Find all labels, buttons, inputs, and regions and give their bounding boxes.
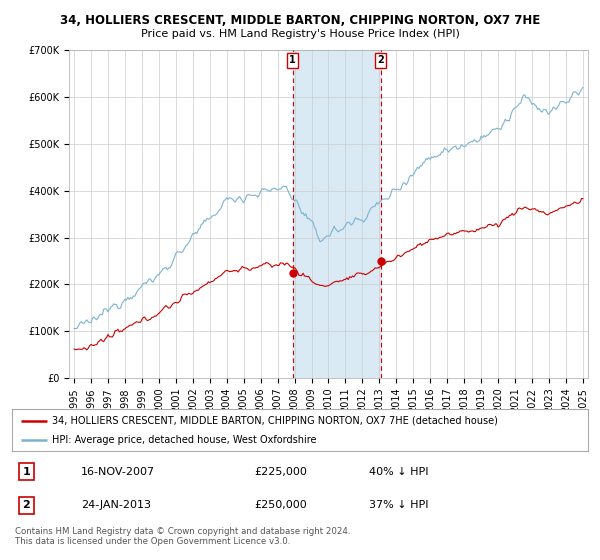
Text: £225,000: £225,000 (254, 467, 307, 477)
Text: 1: 1 (23, 467, 30, 477)
Text: 40% ↓ HPI: 40% ↓ HPI (369, 467, 428, 477)
Text: 24-JAN-2013: 24-JAN-2013 (81, 501, 151, 510)
Text: HPI: Average price, detached house, West Oxfordshire: HPI: Average price, detached house, West… (52, 435, 317, 445)
Text: 34, HOLLIERS CRESCENT, MIDDLE BARTON, CHIPPING NORTON, OX7 7HE (detached house): 34, HOLLIERS CRESCENT, MIDDLE BARTON, CH… (52, 416, 498, 426)
Text: £250,000: £250,000 (254, 501, 307, 510)
Text: 37% ↓ HPI: 37% ↓ HPI (369, 501, 428, 510)
Text: Price paid vs. HM Land Registry's House Price Index (HPI): Price paid vs. HM Land Registry's House … (140, 29, 460, 39)
Bar (293, 50, 380, 378)
Text: 2: 2 (23, 501, 30, 510)
Text: 2: 2 (377, 55, 384, 66)
Text: 1: 1 (289, 55, 296, 66)
Text: 16-NOV-2007: 16-NOV-2007 (81, 467, 155, 477)
Text: Contains HM Land Registry data © Crown copyright and database right 2024.
This d: Contains HM Land Registry data © Crown c… (15, 526, 350, 546)
Text: 34, HOLLIERS CRESCENT, MIDDLE BARTON, CHIPPING NORTON, OX7 7HE: 34, HOLLIERS CRESCENT, MIDDLE BARTON, CH… (60, 14, 540, 27)
